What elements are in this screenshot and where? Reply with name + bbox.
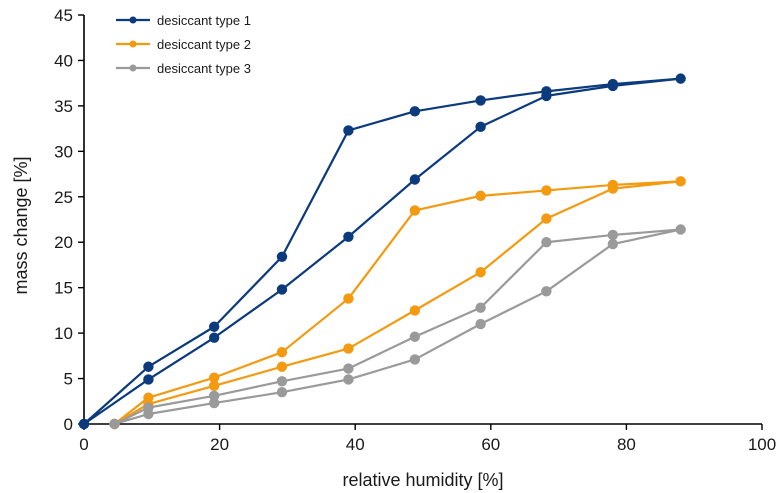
data-point [475,318,486,330]
data-point [541,213,552,224]
data-point [343,343,354,354]
y-tick-label: 45 [54,6,73,25]
y-tick-label: 0 [64,415,73,434]
data-point [276,361,288,372]
x-tick-label: 100 [748,435,776,454]
data-point [475,121,486,132]
data-point [541,286,552,297]
data-point [343,125,354,136]
legend-label: desiccant type 1 [157,13,251,28]
data-point [675,224,686,235]
series-line-3 [114,228,682,426]
data-point [109,418,120,430]
tick-labels: 0 20 40 60 80 100 0 5 10 15 20 25 30 35 40 45 [54,6,776,454]
data-point [607,229,619,241]
axes [78,14,763,430]
data-point [541,237,552,248]
data-point [343,374,354,385]
data-point [475,190,486,202]
data-point [409,354,421,365]
data-point [409,331,421,342]
data-point [143,392,154,403]
data-point [475,95,486,106]
series-line-2 [113,180,682,425]
data-point [675,73,686,84]
data-point [143,374,154,385]
data-point [276,376,288,387]
legend-label: desiccant type 3 [157,61,251,76]
data-point [607,179,619,191]
data-point [475,267,486,278]
data-point [343,293,354,304]
data-point [208,390,220,402]
data-point [541,185,552,196]
y-tick-label: 35 [54,97,73,116]
x-tick-label: 80 [617,435,636,454]
legend: desiccant type 1 desiccant type 2 desiccan… [116,13,251,76]
data-point [343,363,354,374]
y-tick-label: 5 [64,370,73,389]
legend-swatch-marker [129,40,137,48]
data-point [276,284,288,295]
data-point [607,238,619,250]
legend-label: desiccant type 2 [157,37,251,52]
data-point [475,302,486,313]
y-tick-label: 10 [54,324,73,343]
y-tick-label: 25 [54,188,73,207]
data-point [409,174,421,185]
data-point [276,386,288,398]
data-point [276,346,288,358]
data-point [409,106,421,117]
legend-swatch-marker [129,16,137,24]
data-point [208,397,220,409]
data-point [675,176,686,187]
y-tick-label: 30 [54,142,73,161]
data-point [78,418,90,430]
y-tick-label: 15 [54,279,73,298]
data-point [208,380,220,392]
data-point [208,321,220,332]
series-group [78,73,686,430]
data-point [409,305,421,316]
series-line-1 [83,77,682,425]
data-point [208,332,220,343]
x-tick-label: 0 [79,435,88,454]
y-tick-label: 20 [54,233,73,252]
x-tick-label: 20 [210,435,229,454]
data-point [143,402,154,413]
y-axis-title: mass change [%] [11,156,31,294]
data-point [409,205,421,216]
data-point [143,361,154,372]
y-tick-label: 40 [54,51,73,70]
data-point [208,372,220,383]
legend-swatch-marker [129,64,137,72]
data-point [607,78,619,90]
x-tick-label: 40 [346,435,365,454]
x-axis-title: relative humidity [%] [342,470,503,490]
x-tick-label: 60 [481,435,500,454]
data-point [343,231,354,242]
data-point [276,251,288,262]
data-point [541,86,552,97]
